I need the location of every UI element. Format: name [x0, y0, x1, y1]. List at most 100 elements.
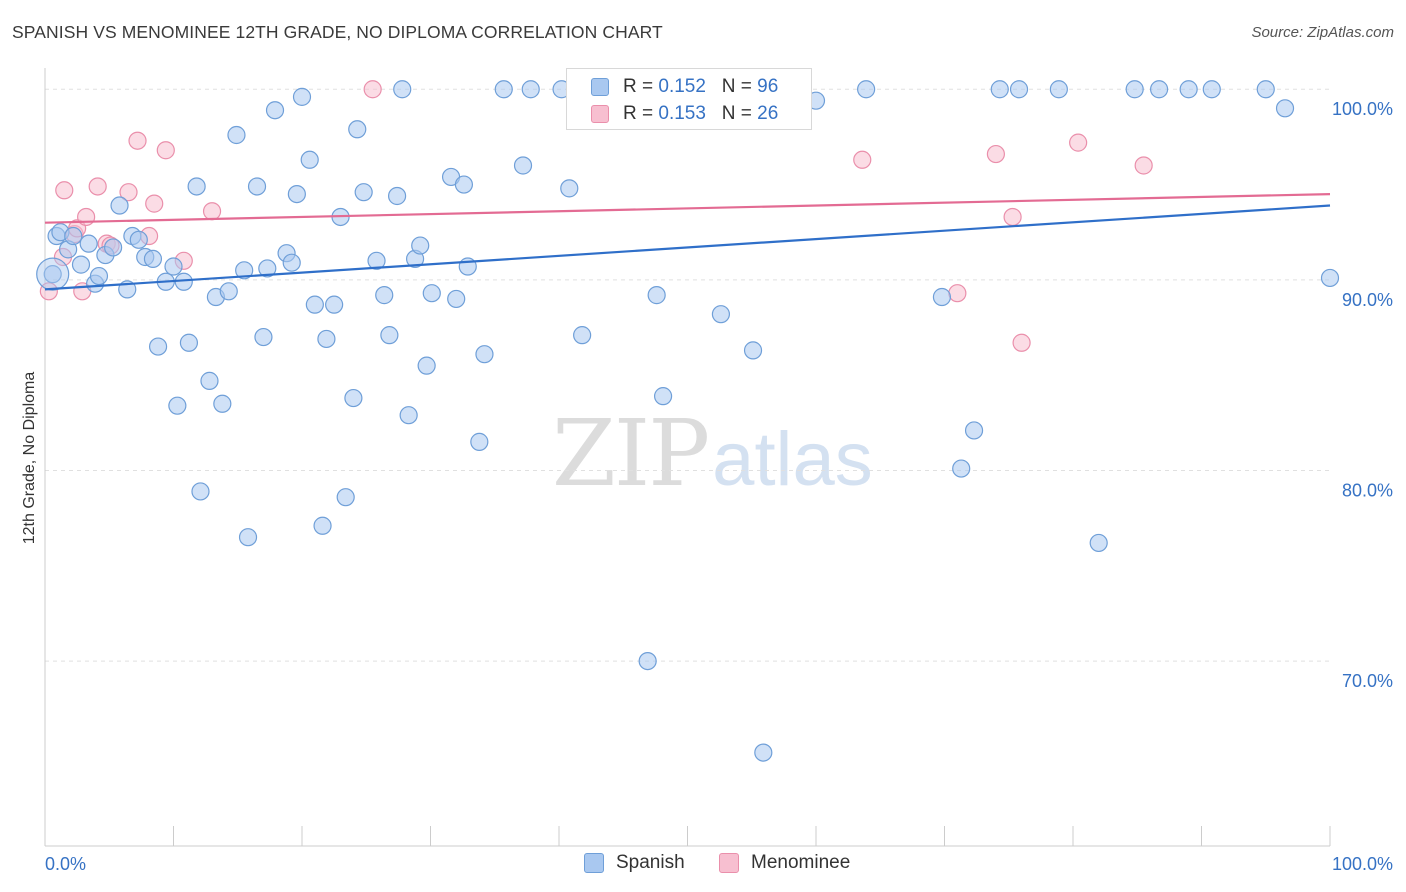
- spanish-point: [447, 289, 466, 309]
- stats-legend: R = 0.152 N = 96 R = 0.153 N = 26: [566, 68, 812, 130]
- spanish-point: [521, 80, 540, 99]
- spanish-point: [247, 177, 267, 196]
- spanish-point: [219, 282, 238, 301]
- spanish-point: [573, 326, 592, 345]
- spanish-point: [168, 396, 187, 415]
- spanish-point: [258, 259, 277, 278]
- spanish-point: [305, 295, 324, 314]
- y-tick-label: 80.0%: [1342, 480, 1393, 500]
- spanish-point: [265, 101, 285, 120]
- spanish-point: [857, 80, 876, 99]
- spanish-point: [336, 488, 355, 507]
- spanish-point: [354, 183, 373, 202]
- spanish-point: [213, 394, 232, 413]
- spanish-point: [325, 295, 344, 314]
- spanish-point: [43, 265, 62, 284]
- menominee-point: [202, 202, 222, 221]
- menominee-point: [986, 144, 1006, 164]
- spanish-point: [235, 261, 254, 280]
- spanish-point: [292, 87, 312, 106]
- menominee-legend-label: Menominee: [751, 852, 851, 873]
- spanish-point: [964, 421, 984, 440]
- menominee-point: [853, 150, 872, 169]
- spanish-point: [148, 337, 168, 356]
- spanish-point: [711, 305, 731, 324]
- spanish-point: [380, 326, 399, 345]
- menominee-trend-line: [44, 192, 1331, 224]
- spanish-point: [1049, 80, 1068, 99]
- spanish-point: [513, 156, 533, 175]
- spanish-point: [282, 253, 301, 272]
- menominee-point: [1069, 133, 1088, 152]
- spanish-point: [89, 266, 109, 286]
- x-tick-label: 100.0%: [1332, 854, 1393, 874]
- source-label[interactable]: Source: ZipAtlas.com: [1251, 24, 1394, 41]
- spanish-point: [952, 459, 971, 478]
- y-tick-label: 70.0%: [1342, 671, 1393, 691]
- menominee-point: [1134, 156, 1153, 175]
- trend-lines: [44, 192, 1331, 291]
- spanish-point: [417, 356, 436, 375]
- spanish-point: [254, 327, 273, 347]
- spanish-point: [375, 286, 394, 305]
- x-tick-label: 0.0%: [45, 854, 86, 874]
- spanish-point: [990, 80, 1009, 99]
- spanish-point: [300, 150, 319, 169]
- spanish-point: [187, 177, 206, 196]
- spanish-stats: R = 0.152 N = 96: [623, 76, 779, 97]
- spanish-point: [64, 226, 83, 246]
- spanish-point: [454, 175, 474, 194]
- spanish-point: [71, 255, 91, 274]
- spanish-point: [1202, 80, 1221, 99]
- spanish-cluster-point: [36, 257, 70, 291]
- spanish-point: [313, 516, 332, 535]
- spanish-legend-swatch: [584, 853, 604, 873]
- menominee-swatch: [591, 105, 609, 123]
- spanish-point: [647, 286, 666, 305]
- spanish-point: [411, 236, 430, 255]
- spanish-point: [653, 387, 673, 406]
- menominee-point: [948, 284, 967, 303]
- chart-title: SPANISH VS MENOMINEE 12TH GRADE, NO DIPL…: [12, 22, 663, 42]
- spanish-point: [287, 184, 306, 204]
- menominee-point: [1003, 207, 1022, 227]
- spanish-point: [1179, 80, 1198, 99]
- spanish-point: [238, 528, 258, 547]
- menominee-stats: R = 0.153 N = 26: [623, 103, 779, 124]
- spanish-point: [475, 345, 494, 364]
- spanish-point: [638, 652, 657, 671]
- spanish-point: [179, 333, 199, 352]
- menominee-point: [39, 282, 58, 301]
- spanish-points: [36, 80, 1340, 762]
- spanish-point: [1256, 80, 1275, 99]
- spanish-point: [1275, 99, 1295, 118]
- menominee-point: [1012, 333, 1031, 352]
- spanish-point: [399, 406, 418, 425]
- spanish-point: [104, 238, 123, 257]
- menominee-point: [88, 177, 107, 196]
- spanish-point: [79, 234, 98, 253]
- spanish-point: [1125, 80, 1144, 99]
- spanish-point: [560, 179, 579, 198]
- spanish-point: [1089, 533, 1108, 553]
- spanish-point: [367, 251, 386, 270]
- menominee-point: [119, 183, 138, 202]
- menominee-point: [55, 181, 74, 200]
- spanish-point: [143, 249, 163, 268]
- menominee-point: [128, 131, 147, 150]
- spanish-point: [164, 257, 183, 276]
- spanish-trend-line: [44, 204, 1331, 291]
- menominee-point: [145, 194, 164, 213]
- tick-labels: 100.0% 90.0% 80.0% 70.0% 0.0% 100.0%: [45, 99, 1393, 874]
- y-tick-label: 90.0%: [1342, 290, 1393, 310]
- spanish-point: [344, 388, 363, 408]
- spanish-point: [348, 120, 367, 139]
- menominee-point: [363, 80, 382, 99]
- spanish-point: [129, 230, 148, 249]
- spanish-point: [494, 80, 513, 99]
- spanish-point: [743, 341, 763, 360]
- spanish-point: [191, 482, 210, 501]
- spanish-point: [393, 80, 412, 99]
- spanish-point: [317, 329, 336, 349]
- spanish-point: [1009, 80, 1029, 99]
